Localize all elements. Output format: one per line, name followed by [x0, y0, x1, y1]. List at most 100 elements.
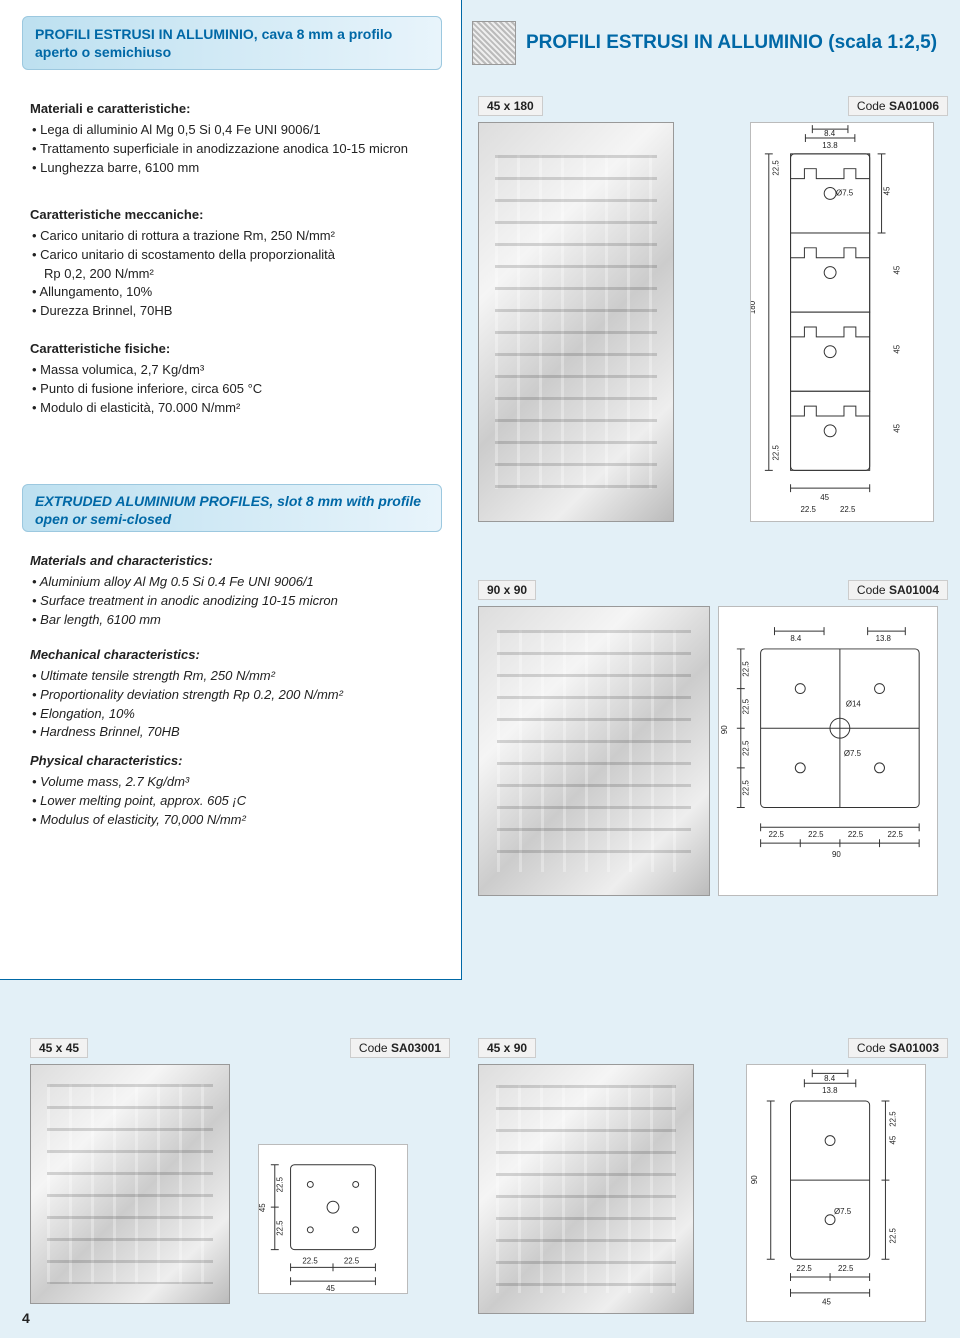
- svg-text:22.5: 22.5: [888, 1111, 897, 1127]
- svg-text:45: 45: [888, 1135, 897, 1144]
- code-label: Code SA01006: [848, 96, 948, 116]
- svg-text:22.5: 22.5: [848, 830, 864, 839]
- isometric-render: [478, 122, 674, 522]
- technical-drawing: 90 22.5 22.5 22.5 22.5 90 22.5 22.5 22.5…: [718, 606, 938, 896]
- size-label: 45 x 90: [478, 1038, 536, 1058]
- spec-item: Lunghezza barre, 6100 mm: [30, 159, 430, 178]
- spec-item: Durezza Brinnel, 70HB: [30, 302, 430, 321]
- technical-drawing: 22.5 22.5 45 90 45 22.5 22.5 13.8 8.4 Ø7…: [746, 1064, 926, 1322]
- svg-text:22.5: 22.5: [769, 830, 785, 839]
- spec-item: Surface treatment in anodic anodizing 10…: [30, 592, 430, 611]
- isometric-render: [478, 606, 710, 896]
- svg-text:90: 90: [750, 1175, 759, 1184]
- heading: Materials and characteristics:: [30, 552, 430, 571]
- svg-text:22.5: 22.5: [772, 160, 781, 176]
- spec-item: Bar length, 6100 mm: [30, 611, 430, 630]
- profile-thumbnail-icon: [472, 21, 516, 65]
- svg-text:22.5: 22.5: [888, 1227, 897, 1243]
- svg-text:22.5: 22.5: [887, 830, 903, 839]
- section-header-en: EXTRUDED ALUMINIUM PROFILES, slot 8 mm w…: [22, 484, 442, 532]
- svg-text:8.4: 8.4: [824, 129, 836, 138]
- spec-item: Trattamento superficiale in anodizzazion…: [30, 140, 430, 159]
- svg-text:13.8: 13.8: [876, 634, 892, 643]
- technical-drawing: 22.5 22.5 45 45 22.5 22.5: [258, 1144, 408, 1294]
- svg-text:Ø7.5: Ø7.5: [844, 749, 862, 758]
- heading: Materiali e caratteristiche:: [30, 100, 430, 119]
- profile-45x90: 45 x 90 Code SA01003: [478, 1038, 948, 1322]
- svg-text:22.5: 22.5: [302, 1256, 318, 1265]
- svg-text:22.5: 22.5: [742, 698, 751, 714]
- spec-item: Modulo di elasticità, 70.000 N/mm²: [30, 399, 430, 418]
- svg-text:22.5: 22.5: [772, 444, 781, 460]
- svg-text:13.8: 13.8: [822, 141, 838, 150]
- svg-text:22.5: 22.5: [742, 780, 751, 796]
- profile-45x45: 45 x 45 Code SA03001 2: [30, 1038, 450, 1304]
- svg-text:45: 45: [822, 1298, 831, 1307]
- spec-item: Carico unitario di scostamento della pro…: [30, 246, 430, 265]
- svg-text:45: 45: [820, 493, 829, 502]
- svg-text:Ø7.5: Ø7.5: [836, 188, 854, 197]
- spec-item: Lega di alluminio Al Mg 0,5 Si 0,4 Fe UN…: [30, 121, 430, 140]
- svg-text:22.5: 22.5: [840, 505, 856, 514]
- specs-it-materials: Materiali e caratteristiche: Lega di all…: [30, 100, 430, 177]
- specs-it-physical: Caratteristiche fisiche: Massa volumica,…: [30, 340, 430, 417]
- spec-item: Aluminium alloy Al Mg 0.5 Si 0.4 Fe UNI …: [30, 573, 430, 592]
- section-header-it: PROFILI ESTRUSI IN ALLUMINIO, cava 8 mm …: [22, 16, 442, 70]
- svg-text:45: 45: [259, 1203, 267, 1212]
- page-number: 4: [22, 1310, 30, 1326]
- svg-text:22.5: 22.5: [742, 740, 751, 756]
- catalog-page: PROFILI ESTRUSI IN ALLUMINIO, cava 8 mm …: [0, 0, 960, 1338]
- svg-text:45: 45: [882, 186, 891, 195]
- svg-text:22.5: 22.5: [796, 1264, 812, 1273]
- technical-drawing: 45 180 45 13.8 8.4 Ø7.5 22.5 22.5 22.5 2…: [750, 122, 934, 522]
- specs-en-materials: Materials and characteristics: Aluminium…: [30, 552, 430, 629]
- code-label: Code SA03001: [350, 1038, 450, 1058]
- size-label: 45 x 45: [30, 1038, 88, 1058]
- spec-item: Ultimate tensile strength Rm, 250 N/mm²: [30, 667, 430, 686]
- heading: Physical characteristics:: [30, 752, 430, 771]
- right-header-title: PROFILI ESTRUSI IN ALLUMINIO (scala 1:2,…: [526, 32, 937, 54]
- heading: Caratteristiche fisiche:: [30, 340, 430, 359]
- spec-item: Carico unitario di rottura a trazione Rm…: [30, 227, 430, 246]
- spec-item: Elongation, 10%: [30, 705, 430, 724]
- left-column: PROFILI ESTRUSI IN ALLUMINIO, cava 8 mm …: [0, 0, 462, 980]
- svg-text:8.4: 8.4: [824, 1074, 836, 1083]
- svg-text:22.5: 22.5: [276, 1176, 285, 1192]
- svg-text:45: 45: [326, 1284, 335, 1293]
- svg-text:22.5: 22.5: [344, 1256, 360, 1265]
- svg-text:Ø7.5: Ø7.5: [834, 1207, 852, 1216]
- spec-item: Hardness Brinnel, 70HB: [30, 723, 430, 742]
- specs-en-physical: Physical characteristics: Volume mass, 2…: [30, 752, 430, 829]
- svg-text:22.5: 22.5: [742, 661, 751, 677]
- heading: Caratteristiche meccaniche:: [30, 206, 430, 225]
- code-label: Code SA01004: [848, 580, 948, 600]
- size-label: 45 x 180: [478, 96, 543, 116]
- specs-it-mechanical: Caratteristiche meccaniche: Carico unita…: [30, 206, 430, 321]
- specs-en-mechanical: Mechanical characteristics: Ultimate ten…: [30, 646, 430, 742]
- svg-text:22.5: 22.5: [276, 1220, 285, 1236]
- svg-text:180: 180: [751, 300, 757, 314]
- spec-item: Modulus of elasticity, 70,000 N/mm²: [30, 811, 430, 830]
- spec-item: Rp 0,2, 200 N/mm²: [30, 265, 430, 284]
- svg-text:22.5: 22.5: [838, 1264, 854, 1273]
- isometric-render: [30, 1064, 230, 1304]
- svg-text:45: 45: [892, 265, 901, 274]
- heading: Mechanical characteristics:: [30, 646, 430, 665]
- spec-item: Punto di fusione inferiore, circa 605 °C: [30, 380, 430, 399]
- profile-45x180: 45 x 180 Code SA01006: [478, 96, 948, 522]
- profile-90x90: 90 x 90 Code SA01004: [478, 580, 948, 896]
- spec-item: Massa volumica, 2,7 Kg/dm³: [30, 361, 430, 380]
- svg-text:45: 45: [892, 423, 901, 432]
- svg-text:Ø14: Ø14: [846, 699, 862, 708]
- right-header: PROFILI ESTRUSI IN ALLUMINIO (scala 1:2,…: [462, 16, 960, 70]
- svg-text:8.4: 8.4: [790, 634, 802, 643]
- svg-text:90: 90: [832, 850, 841, 859]
- svg-text:90: 90: [720, 725, 729, 734]
- svg-text:22.5: 22.5: [808, 830, 824, 839]
- svg-text:13.8: 13.8: [822, 1086, 838, 1095]
- svg-text:45: 45: [892, 344, 901, 353]
- spec-item: Allungamento, 10%: [30, 283, 430, 302]
- svg-text:22.5: 22.5: [800, 505, 816, 514]
- spec-item: Proportionality deviation strength Rp 0.…: [30, 686, 430, 705]
- code-label: Code SA01003: [848, 1038, 948, 1058]
